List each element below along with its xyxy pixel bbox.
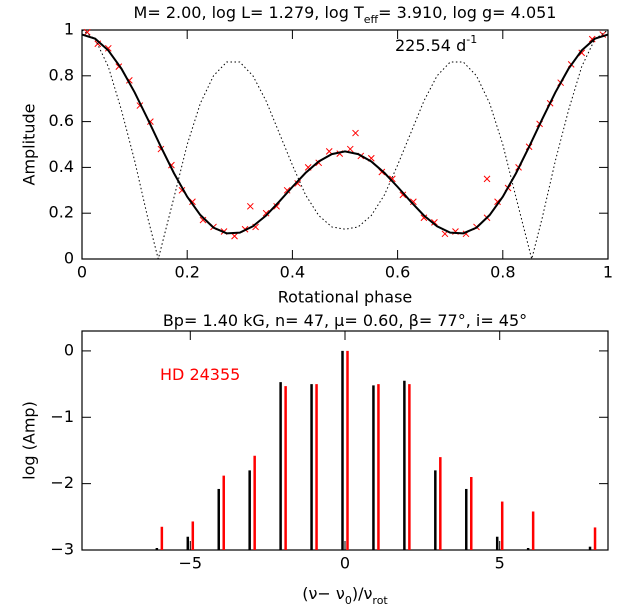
- data-point: [262, 209, 270, 217]
- chart-title-part: M= 2.00, log L= 1.279, log T: [134, 3, 364, 22]
- x-axis-label-part: (ν− ν: [302, 584, 345, 603]
- data-point: [410, 198, 417, 206]
- data-point: [578, 49, 586, 57]
- x-tick-label: 0: [77, 263, 87, 282]
- data-point: [420, 214, 428, 222]
- y-tick-label: −3: [50, 540, 74, 559]
- annotation-part: -1: [466, 33, 477, 46]
- chart-title: M= 2.00, log L= 1.279, log Teff= 3.910, …: [134, 3, 557, 26]
- y-axis-label: log (Amp): [20, 401, 39, 480]
- x-axis-label: Rotational phase: [278, 288, 413, 307]
- x-axis-label-part: rot: [372, 594, 388, 607]
- data-point: [273, 202, 280, 210]
- data-point: [283, 186, 291, 194]
- data-point: [199, 216, 207, 224]
- x-tick-label: 1: [603, 263, 613, 282]
- data-point: [352, 129, 359, 137]
- data-point: [294, 180, 302, 187]
- x-axis-label: (ν− ν0)/νrot: [302, 584, 388, 607]
- x-axis-label-part: 0: [345, 594, 352, 607]
- data-point: [231, 232, 238, 240]
- chart-title: Bp= 1.40 kG, n= 47, μ= 0.60, β= 77°, i= …: [163, 311, 527, 330]
- annotation: 225.54 d-1: [395, 33, 477, 55]
- x-axis-label-part: )/ν: [352, 584, 373, 603]
- data-point: [588, 35, 596, 43]
- model-line: [81, 33, 609, 235]
- y-tick-label: −2: [50, 473, 74, 492]
- plot-frame: [81, 29, 609, 260]
- x-tick-label: 0.8: [490, 263, 515, 282]
- y-tick-label: 0.8: [49, 65, 74, 84]
- x-tick-label: −5: [178, 554, 202, 573]
- x-tick-label: 0.2: [174, 263, 199, 282]
- y-tick-label: 0: [64, 249, 74, 268]
- chart-title-part: eff: [364, 13, 379, 26]
- annotation: HD 24355: [160, 365, 240, 384]
- y-axis-label: Amplitude: [20, 104, 39, 186]
- y-tick-label: 0.2: [49, 203, 74, 222]
- x-tick-label: 5: [495, 554, 505, 573]
- y-tick-label: −1: [50, 407, 74, 426]
- y-tick-label: 1: [64, 20, 74, 39]
- y-tick-label: 0.6: [49, 111, 74, 130]
- x-tick-label: 0: [340, 554, 350, 573]
- y-tick-label: 0.4: [49, 157, 74, 176]
- x-tick-label: 0.4: [280, 263, 305, 282]
- data-point: [104, 44, 112, 52]
- annotation-part: HD 24355: [160, 365, 240, 384]
- data-point: [431, 219, 438, 226]
- data-point: [483, 175, 491, 183]
- data-point: [246, 202, 254, 210]
- data-point: [83, 28, 91, 36]
- x-tick-label: 0.6: [385, 263, 410, 282]
- annotation-part: 225.54 d: [395, 36, 466, 55]
- y-tick-label: 0: [64, 340, 74, 359]
- data-point: [399, 191, 407, 199]
- chart-title-part: = 3.910, log g= 4.051: [378, 3, 556, 22]
- chart-title-part: Bp= 1.40 kG, n= 47, μ= 0.60, β= 77°, i= …: [163, 311, 527, 330]
